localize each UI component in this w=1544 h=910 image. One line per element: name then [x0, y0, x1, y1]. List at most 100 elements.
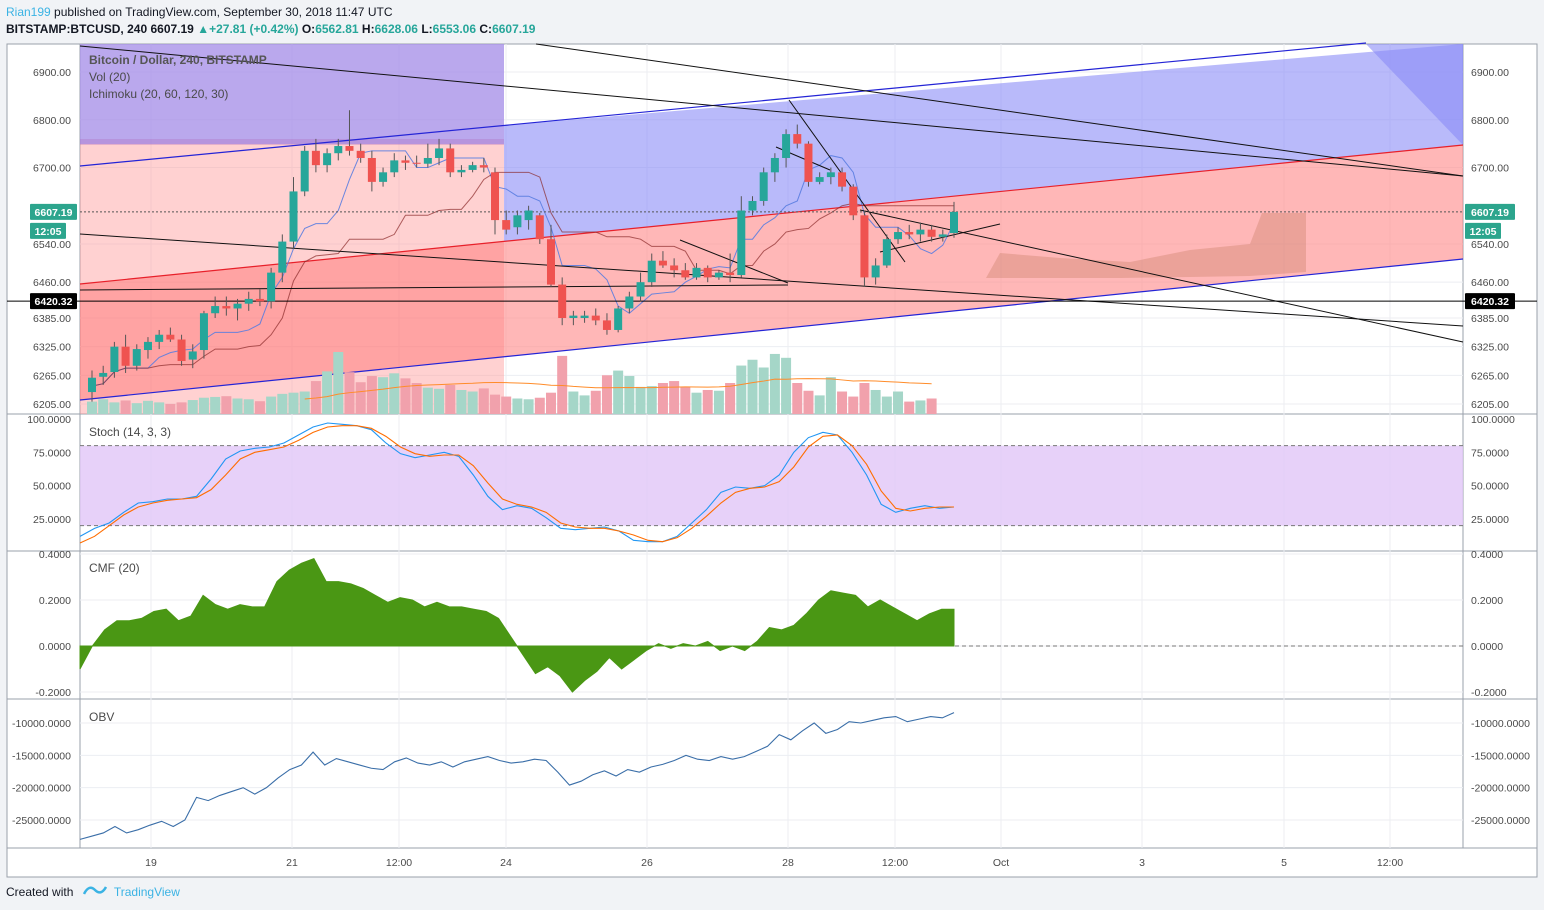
volume-bar [243, 399, 254, 414]
shaded-zone-left-top [80, 44, 504, 144]
volume-bar [568, 391, 579, 414]
candle-up [300, 150, 309, 192]
obv-tick-label-left: -20000.0000 [12, 783, 71, 795]
time-tick-label: 5 [1281, 857, 1287, 869]
kumo-band [80, 139, 504, 145]
candle-up [737, 210, 746, 276]
time-tick-label: 24 [500, 857, 512, 869]
price-tick-label-left: 6900.00 [33, 67, 71, 79]
candle-down [860, 215, 869, 278]
volume-bar [434, 388, 445, 414]
price-tick-label-right: 6540.00 [1471, 239, 1509, 251]
candle-up [99, 372, 108, 377]
volume-bar [254, 401, 265, 414]
candle-up [423, 157, 432, 164]
candle-up [647, 260, 656, 283]
stoch-tick-label-left: 75.0000 [33, 447, 71, 459]
volume-bar [725, 383, 736, 414]
candle-down [726, 272, 735, 276]
ichimoku-kijun-line [91, 171, 954, 387]
candle-up [950, 211, 958, 234]
ichimoku-indicator-label[interactable]: Ichimoku (20, 60, 120, 30) [89, 87, 229, 101]
candle-up [267, 272, 276, 302]
volume-bar [87, 401, 97, 414]
price-tick-label-left: 6460.00 [33, 277, 71, 289]
cmf-tick-label-left: 0.0000 [39, 641, 71, 653]
cmf-tick-label-right: 0.0000 [1471, 641, 1503, 653]
time-tick-label: 28 [782, 857, 794, 869]
candle-up [524, 210, 533, 221]
stoch-indicator-label[interactable]: Stoch (14, 3, 3) [89, 425, 172, 439]
candle-up [199, 313, 208, 351]
volume-bar [411, 383, 422, 414]
time-tick-label: 12:00 [882, 857, 908, 869]
ichimoku-cloud [986, 213, 1306, 278]
volume-bar [624, 376, 635, 414]
volume-bar [288, 392, 299, 414]
candle-down [412, 162, 421, 164]
price-tag-left-box [30, 203, 77, 220]
volume-bar [769, 353, 780, 414]
candle-up [569, 315, 578, 319]
obv-tick-label-right: -15000.0000 [1471, 750, 1530, 762]
stoch-band-fill [80, 445, 1463, 526]
candle-down [703, 267, 712, 278]
obv-tick-label-right: -10000.0000 [1471, 718, 1530, 730]
volume-bar [400, 378, 411, 414]
stoch-tick-label-right: 100.0000 [1471, 414, 1515, 426]
volume-bar [848, 396, 859, 414]
candle-down [905, 232, 914, 235]
cmf-indicator-label[interactable]: CMF (20) [89, 561, 140, 575]
time-tick-label: Oct [993, 857, 1009, 869]
price-tick-label-right: 6460.00 [1471, 277, 1509, 289]
volume-bar [758, 367, 769, 414]
volume-bar [322, 371, 333, 414]
volume-bar [904, 401, 915, 414]
volume-bar [467, 391, 478, 414]
candle-down [121, 346, 130, 366]
stoch-tick-label-left: 50.0000 [33, 481, 71, 493]
candle-up [278, 241, 287, 273]
candle-down [591, 315, 600, 321]
volume-bar [198, 397, 209, 414]
volume-bar [915, 400, 926, 414]
volume-bar [534, 397, 545, 414]
candle-up [938, 234, 947, 237]
volume-bar [713, 390, 724, 414]
candle-up [882, 239, 891, 266]
candle-up [379, 172, 388, 182]
tradingview-brand[interactable]: TradingView [113, 885, 180, 899]
candle-up [759, 172, 768, 201]
price-tag-left-text: 6607.19 [35, 207, 73, 219]
volume-bar [691, 392, 702, 414]
candle-down [479, 165, 488, 168]
candle-down [546, 239, 555, 285]
candle-down [222, 306, 231, 309]
author-link[interactable]: Rian199 [6, 5, 51, 19]
candle-down [602, 320, 611, 330]
high-label: H: [361, 22, 375, 36]
created-with-text: Created with [6, 885, 74, 899]
candle-down [255, 298, 264, 302]
price-tick-label-left: 6800.00 [33, 115, 71, 127]
trend-line [535, 43, 1464, 177]
price-tick-label-right: 6700.00 [1471, 163, 1509, 175]
cmf-tick-label-right: 0.4000 [1471, 549, 1503, 561]
candle-up [323, 153, 332, 166]
open-label: O: [301, 22, 316, 36]
volume-bar [557, 355, 568, 414]
obv-indicator-label[interactable]: OBV [89, 710, 115, 724]
volume-bar [635, 386, 646, 414]
vol-indicator-label[interactable]: Vol (20) [89, 70, 131, 84]
trend-line [879, 223, 1001, 253]
candle-up [815, 177, 824, 182]
volume-bar [176, 402, 187, 414]
stoch-d-line [79, 425, 954, 544]
volume-bar [646, 386, 657, 414]
price-tick-label-right: 6205.00 [1471, 399, 1509, 411]
candle-down [838, 172, 847, 187]
candle-down [491, 172, 500, 221]
blue-channel-fill-edge [1366, 44, 1463, 145]
candle-up [244, 298, 253, 304]
